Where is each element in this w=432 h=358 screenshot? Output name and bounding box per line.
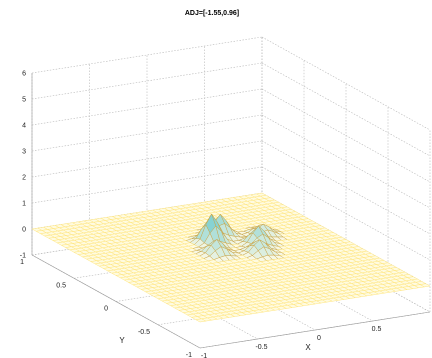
grid-line (261, 36, 431, 131)
x-tick-label: -0.5 (255, 344, 267, 351)
z-tick-label: 1 (22, 201, 26, 208)
z-tick-label: 5 (22, 97, 26, 104)
z-tick-label: 0 (22, 227, 26, 234)
y-tick-label: -0.5 (138, 329, 150, 336)
x-tick-label: 0.5 (372, 326, 382, 333)
x-axis-label: X (305, 343, 311, 352)
surface-patch (195, 318, 207, 323)
x-tick-label: -1 (201, 353, 207, 358)
z-tick-label: 6 (22, 71, 26, 78)
surface-mesh (31, 192, 431, 323)
z-tick-label: 4 (22, 123, 26, 130)
chart-title: ADJ=[-1.55,0.96] (185, 10, 239, 17)
z-tick-label: -1 (20, 253, 26, 260)
x-tick-label: 0 (317, 335, 321, 342)
y-tick-label: 0.5 (56, 282, 66, 289)
x-axis-line (199, 311, 431, 349)
y-tick-label: 1 (20, 259, 24, 266)
y-tick-label: -1 (186, 352, 192, 358)
z-tick-label: 2 (22, 175, 26, 182)
y-tick-label: 0 (104, 306, 108, 313)
grid-line (261, 114, 431, 209)
z-tick-label: 3 (22, 149, 26, 156)
y-axis-label: Y (119, 336, 125, 345)
y-axis-line (31, 254, 201, 349)
